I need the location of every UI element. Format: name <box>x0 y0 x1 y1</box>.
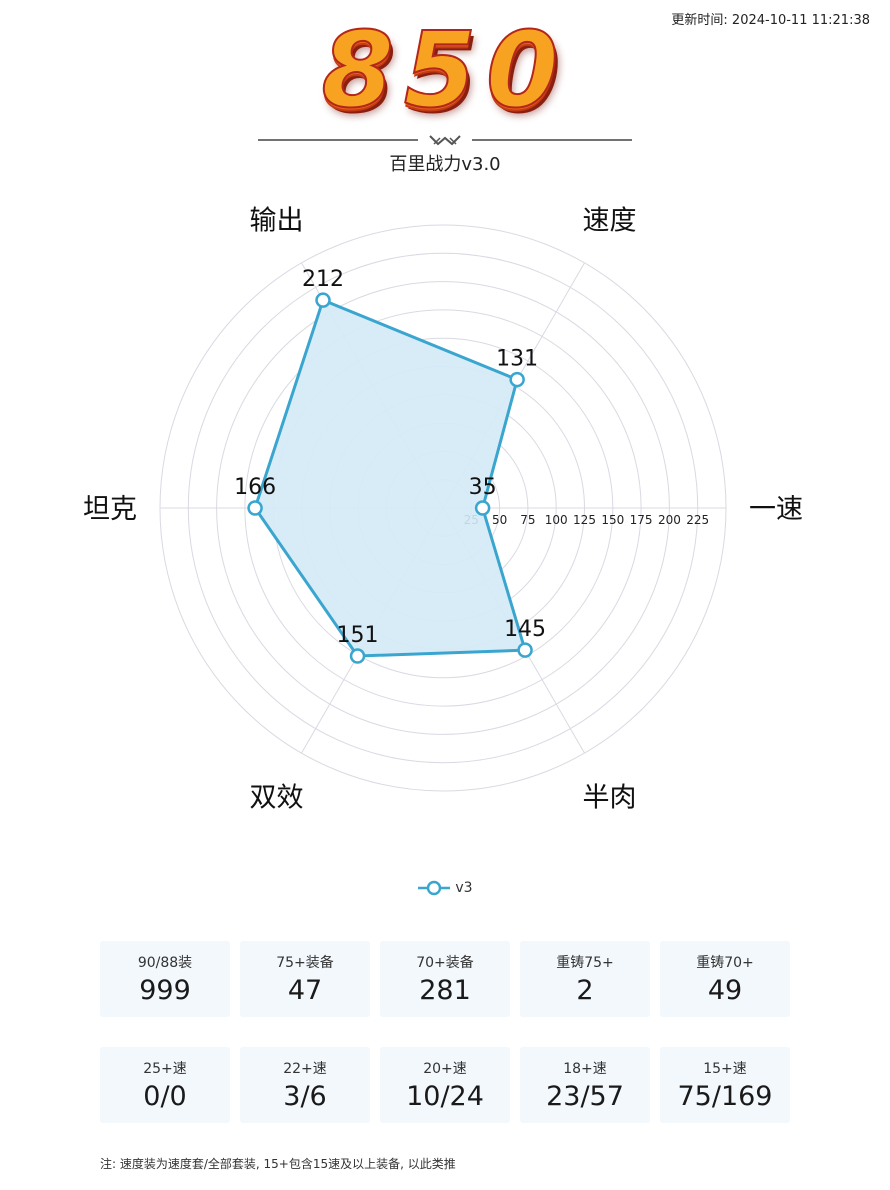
data-point <box>349 648 366 664</box>
data-point <box>509 371 525 388</box>
stat-label: 重铸75+ <box>556 955 614 972</box>
stat-value: 281 <box>419 975 471 1007</box>
data-point <box>315 292 331 308</box>
stat-value: 49 <box>707 975 743 1007</box>
chart-subtitle: 百里战力v3.0 <box>389 154 501 175</box>
stat-value: 23/57 <box>546 1081 624 1113</box>
tick-label: 50 <box>492 513 507 527</box>
equipment-stats-row: 90/88装 999 75+装备 47 70+装备 281 重铸75+ 2 重铸70+ 4… <box>100 941 790 1017</box>
stat-value: 10/24 <box>406 1081 484 1113</box>
stat-label: 70+装备 <box>416 955 474 972</box>
tick-label: 125 <box>573 513 596 527</box>
stat-label: 75+装备 <box>276 955 334 972</box>
stat-value: 2 <box>576 975 594 1007</box>
tick-label: 225 <box>686 513 709 527</box>
stat-label: 25+速 <box>143 1061 187 1078</box>
stat-label: 15+速 <box>703 1061 747 1078</box>
stat-label: 22+速 <box>283 1061 327 1078</box>
axis-label: 一速 <box>749 494 803 525</box>
stat-card: 90/88装 999 <box>100 941 230 1017</box>
chart-legend[interactable]: v3 <box>0 880 890 896</box>
radar-chart: 255075100125150175200225一速速度输出坦克双效半肉3513… <box>83 206 803 814</box>
stat-value: 0/0 <box>143 1081 187 1113</box>
stat-card: 重铸70+ 49 <box>660 941 790 1017</box>
data-label: 166 <box>234 475 276 500</box>
axis-label: 双效 <box>250 782 304 813</box>
tick-label: 100 <box>545 513 568 527</box>
data-label: 131 <box>496 347 538 372</box>
stat-value: 3/6 <box>283 1081 327 1113</box>
stat-card: 75+装备 47 <box>240 941 370 1017</box>
axis-label: 输出 <box>250 206 304 237</box>
footnote: 注: 速度装为速度套/全部套装, 15+包含15速及以上装备, 以此类推 <box>100 1157 456 1171</box>
stat-label: 重铸70+ <box>696 955 754 972</box>
axis-label: 速度 <box>583 206 637 237</box>
stat-value: 999 <box>139 975 191 1007</box>
tick-label: 75 <box>520 513 535 527</box>
stat-card: 22+速 3/6 <box>240 1047 370 1123</box>
legend-label: v3 <box>455 880 473 896</box>
data-label: 145 <box>504 617 546 642</box>
data-point <box>474 500 491 516</box>
data-label: 35 <box>469 475 497 500</box>
total-score: 850 <box>320 9 569 131</box>
data-label: 151 <box>337 623 379 648</box>
stat-value: 47 <box>287 975 323 1007</box>
stat-label: 18+速 <box>563 1061 607 1078</box>
stat-card: 70+装备 281 <box>380 941 510 1017</box>
legend-marker-icon <box>418 880 451 896</box>
stat-card: 15+速 75/169 <box>660 1047 790 1123</box>
tick-label: 175 <box>630 513 653 527</box>
update-time: 更新时间: 2024-10-11 11:21:38 <box>671 13 870 28</box>
stat-value: 75/169 <box>677 1081 773 1113</box>
title-divider <box>258 135 632 146</box>
data-label: 212 <box>302 267 344 292</box>
axis-label: 半肉 <box>583 782 637 813</box>
stat-card: 重铸75+ 2 <box>520 941 650 1017</box>
axis-label: 坦克 <box>83 494 137 525</box>
stat-label: 90/88装 <box>137 955 193 972</box>
speed-stats-row: 25+速 0/0 22+速 3/6 20+速 10/24 18+速 23/57 15+速… <box>100 1047 790 1123</box>
data-point <box>247 500 263 516</box>
data-point <box>517 642 533 658</box>
stat-card: 18+速 23/57 <box>520 1047 650 1123</box>
tick-label: 150 <box>601 513 624 527</box>
stat-card: 20+速 10/24 <box>380 1047 510 1123</box>
tick-label: 200 <box>658 513 681 527</box>
stat-label: 20+速 <box>423 1061 467 1078</box>
stat-card: 25+速 0/0 <box>100 1047 230 1123</box>
